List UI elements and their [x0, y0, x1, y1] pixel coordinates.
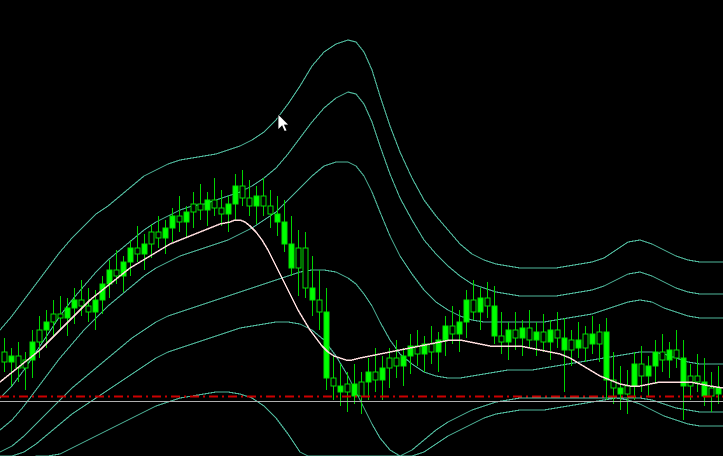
- candlestick[interactable]: [470, 280, 477, 320]
- candlestick[interactable]: [169, 208, 176, 242]
- candlestick[interactable]: [379, 356, 386, 400]
- candlestick[interactable]: [617, 366, 624, 410]
- candlestick[interactable]: [694, 354, 701, 392]
- candlestick[interactable]: [183, 206, 190, 238]
- candlestick[interactable]: [547, 320, 554, 360]
- candlestick[interactable]: [330, 356, 337, 400]
- candlestick[interactable]: [309, 256, 316, 316]
- candlestick[interactable]: [155, 216, 162, 248]
- candlestick[interactable]: [435, 332, 442, 372]
- candlestick[interactable]: [512, 312, 519, 350]
- candlestick[interactable]: [505, 322, 512, 360]
- candlestick[interactable]: [260, 178, 267, 216]
- envelope-upper-3-line: [0, 161, 723, 431]
- candlestick[interactable]: [92, 290, 99, 330]
- candlestick[interactable]: [554, 312, 561, 348]
- candlestick[interactable]: [85, 288, 92, 322]
- candlestick[interactable]: [477, 288, 484, 330]
- candlestick[interactable]: [680, 340, 687, 420]
- candlestick[interactable]: [43, 310, 50, 348]
- candlestick[interactable]: [386, 348, 393, 388]
- candlestick[interactable]: [134, 226, 141, 262]
- candlestick[interactable]: [1, 338, 8, 372]
- candlestick[interactable]: [575, 322, 582, 358]
- candlestick[interactable]: [162, 220, 169, 254]
- candlestick[interactable]: [57, 296, 64, 330]
- candlestick[interactable]: [316, 270, 323, 330]
- envelope-upper-1-line: [0, 39, 723, 331]
- candlestick[interactable]: [253, 186, 260, 224]
- candlestick[interactable]: [295, 230, 302, 296]
- candlestick[interactable]: [218, 190, 225, 226]
- candlestick[interactable]: [365, 358, 372, 400]
- candlestick[interactable]: [498, 312, 505, 354]
- candlestick[interactable]: [197, 184, 204, 220]
- candlestick[interactable]: [652, 340, 659, 384]
- candlestick[interactable]: [568, 330, 575, 366]
- candlestick[interactable]: [673, 330, 680, 368]
- candlestick[interactable]: [127, 240, 134, 276]
- candlestick[interactable]: [582, 326, 589, 362]
- envelope-lower-3-line: [35, 391, 723, 456]
- reference-line-group: [0, 395, 723, 403]
- candlestick[interactable]: [533, 322, 540, 356]
- candlestick[interactable]: [540, 314, 547, 352]
- candlestick[interactable]: [659, 334, 666, 372]
- candlestick[interactable]: [246, 180, 253, 216]
- candlestick[interactable]: [407, 334, 414, 374]
- candlestick[interactable]: [148, 224, 155, 258]
- candlestick[interactable]: [281, 200, 288, 252]
- candlestick[interactable]: [456, 310, 463, 352]
- candlestick[interactable]: [267, 190, 274, 228]
- envelope-lower-2-line: [0, 321, 723, 456]
- candlestick[interactable]: [645, 356, 652, 396]
- candlestick[interactable]: [421, 336, 428, 372]
- candlestick[interactable]: [204, 192, 211, 226]
- envelope-upper-2-line: [0, 91, 723, 399]
- envelope-band-group: [0, 39, 723, 456]
- moving-average-line: [0, 219, 723, 389]
- candlestick[interactable]: [400, 348, 407, 386]
- moving-average-group: [0, 219, 723, 389]
- candlestick[interactable]: [29, 330, 36, 378]
- candlestick[interactable]: [449, 306, 456, 344]
- candlestick[interactable]: [638, 346, 645, 392]
- candlestick[interactable]: [442, 316, 449, 356]
- candlestick[interactable]: [225, 196, 232, 232]
- candlestick[interactable]: [8, 348, 15, 386]
- candlestick[interactable]: [484, 282, 491, 318]
- candlestick[interactable]: [463, 290, 470, 338]
- candlestick-group[interactable]: [1, 170, 722, 420]
- candlestick[interactable]: [323, 288, 330, 390]
- candlestick[interactable]: [351, 364, 358, 404]
- candlestick[interactable]: [603, 318, 610, 400]
- candlestick[interactable]: [589, 316, 596, 354]
- candlestick[interactable]: [519, 320, 526, 356]
- candlestick[interactable]: [71, 288, 78, 324]
- candlestick[interactable]: [302, 232, 309, 298]
- candlestick[interactable]: [337, 364, 344, 406]
- candlestick[interactable]: [526, 310, 533, 348]
- candlestick[interactable]: [211, 178, 218, 216]
- candlestick[interactable]: [176, 196, 183, 232]
- candlestick[interactable]: [78, 280, 85, 316]
- candlestick[interactable]: [666, 342, 673, 378]
- candlestick[interactable]: [274, 196, 281, 236]
- candlestick[interactable]: [491, 286, 498, 344]
- candlestick[interactable]: [596, 324, 603, 362]
- candlestick[interactable]: [232, 174, 239, 220]
- candlestick[interactable]: [344, 372, 351, 412]
- candlestick[interactable]: [64, 298, 71, 336]
- candlestick[interactable]: [239, 170, 246, 206]
- candlestick[interactable]: [288, 216, 295, 276]
- candlestick[interactable]: [610, 352, 617, 404]
- candlestick[interactable]: [50, 300, 57, 336]
- candlestick[interactable]: [190, 192, 197, 228]
- candlestick[interactable]: [393, 340, 400, 378]
- candlestick[interactable]: [141, 234, 148, 270]
